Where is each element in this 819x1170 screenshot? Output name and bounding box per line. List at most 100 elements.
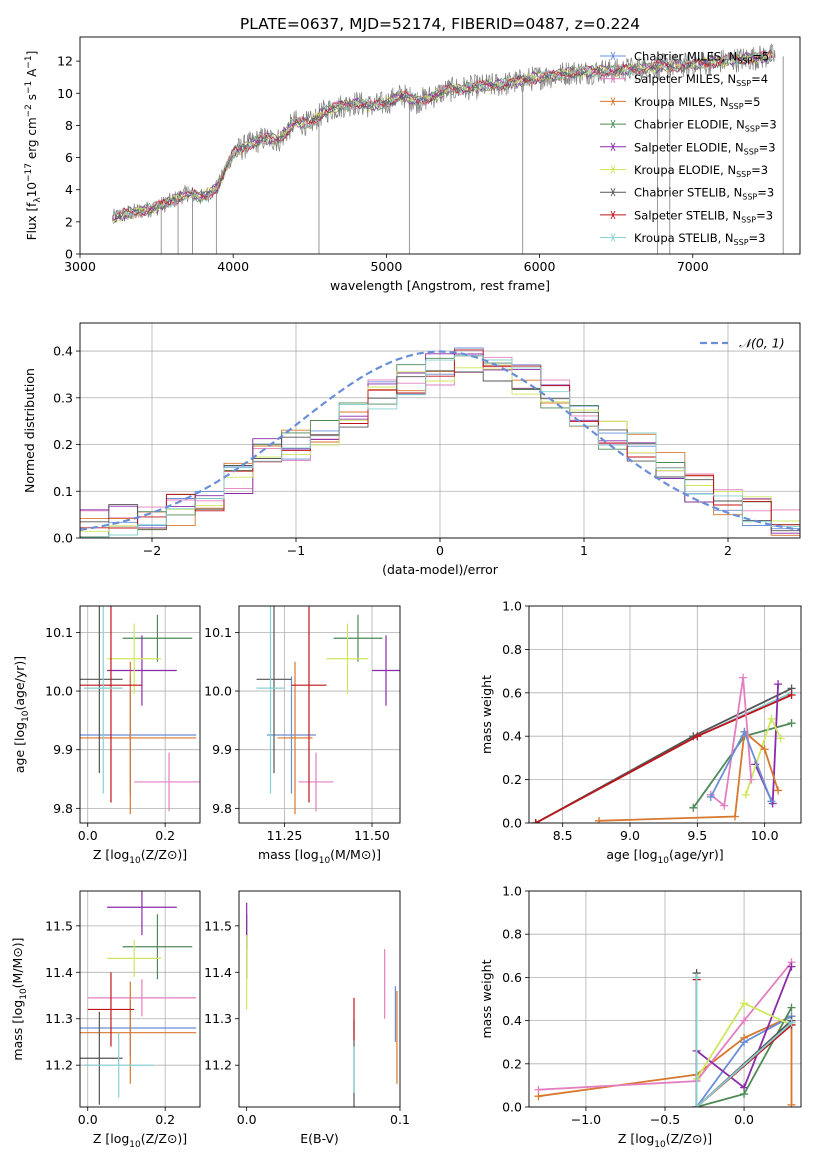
- errorbar-salpeter-miles: [87, 979, 197, 1017]
- y-tick-label: 0.8: [502, 927, 522, 942]
- series-point: [534, 1085, 543, 1094]
- errorbar-salpeter-stelib: [291, 606, 327, 803]
- y-tick-label: 1.0: [502, 599, 522, 614]
- series-point: [787, 1003, 796, 1012]
- x-axis-label: Z [log10(Z/Z⊙)]: [618, 1131, 712, 1150]
- y-tick-label: 0.0: [502, 1100, 522, 1115]
- x-tick-label: 0.0: [237, 1112, 257, 1127]
- legend-marker: [610, 165, 616, 174]
- legend-marker: [610, 97, 616, 106]
- x-axis-label: wavelength [Angstrom, rest frame]: [330, 278, 550, 293]
- legend-label: Chabrier ELODIE, NSSP=3: [634, 118, 777, 134]
- series-point: [692, 973, 701, 982]
- errorbar-chabrier-miles: [267, 676, 316, 794]
- x-tick-label: 10.0: [751, 828, 779, 843]
- axes-frame: [79, 322, 801, 539]
- y-tick-label: 0.0: [502, 816, 522, 831]
- errorbar-salpeter-elodie: [372, 635, 400, 706]
- legend-marker: [610, 119, 616, 129]
- x-tick-label: 0.0: [78, 828, 98, 843]
- legend-marker: [610, 233, 616, 242]
- x-tick-label: −1: [287, 543, 305, 558]
- series-point: [595, 816, 604, 823]
- y-tick-label: 0.2: [53, 437, 73, 452]
- errorbar-salpeter-elodie: [107, 635, 177, 706]
- mass_weight_vs_age-plot-area: [529, 606, 801, 823]
- residuals-plot-area: [80, 323, 800, 538]
- series-point: [740, 727, 749, 736]
- errorbar-chabrier-stelib: [256, 606, 292, 774]
- y-tick-label: 0.4: [502, 729, 522, 744]
- age_vs_Z-plot-area: [80, 606, 200, 823]
- x-tick-label: 2: [724, 543, 732, 558]
- x-tick-label: 4000: [217, 259, 249, 274]
- y-tick-label: 11.3: [204, 1011, 232, 1026]
- mass_weight_vs_Z-plot-area: [529, 891, 801, 1107]
- series-point: [741, 790, 750, 799]
- errorbar-salpeter-miles: [298, 752, 334, 812]
- series-point: [693, 732, 702, 741]
- series-point: [731, 812, 740, 821]
- series-line-kroupa-stelib: [695, 977, 793, 1107]
- errorbar-kroupa-miles: [80, 661, 197, 815]
- spectrum-legend: Chabrier MILES, NSSP=5 Salpeter MILES, NS…: [600, 50, 777, 247]
- axes-frame: [528, 605, 802, 824]
- series-point: [692, 1103, 701, 1107]
- errorbar-kroupa-elodie: [107, 623, 162, 694]
- legend-label: Kroupa STELIB, NSSP=3: [634, 231, 765, 247]
- model-line-salpeter-stelib: [112, 50, 773, 221]
- y-tick-label: 0.4: [53, 344, 73, 359]
- axes-frame: [238, 605, 401, 824]
- mass_vs_Z-plot-area: [80, 891, 200, 1107]
- errorbar-kroupa-stelib: [83, 1032, 154, 1098]
- y-tick-label: 9.8: [53, 801, 73, 816]
- y-tick-label: 10.1: [45, 625, 73, 640]
- x-tick-label: 8.5: [553, 828, 573, 843]
- x-axis-label: Z [log10(Z/Z⊙)]: [93, 847, 187, 866]
- series-point: [740, 999, 749, 1008]
- y-tick-label: 11.4: [204, 965, 232, 980]
- mass_vs_ebv-panel: 0.0 0.1 11.2 11.3 11.4 11.5 E(B-V): [204, 890, 410, 1146]
- y-tick-label: 0.6: [502, 685, 522, 700]
- axes-frame: [528, 890, 802, 1108]
- spectrum-plot-area: [111, 43, 784, 254]
- legend-label: Chabrier MILES, NSSP=5: [634, 50, 769, 66]
- axes-frame: [79, 605, 201, 824]
- series-point: [774, 786, 783, 795]
- y-tick-label: 9.9: [212, 742, 232, 757]
- errorbar-kroupa-stelib: [256, 606, 285, 794]
- x-axis-label: E(B-V): [300, 1131, 339, 1146]
- series-point: [776, 734, 785, 743]
- series-line-salpeter-miles: [538, 961, 793, 1091]
- x-tick-label: 1: [580, 543, 588, 558]
- series-point: [739, 673, 748, 682]
- spectrum-panel: 3000 4000 5000 6000 7000 0 2 4 6 8 10 12 wavelength …: [24, 36, 801, 293]
- mass_weight_vs_Z-panel: −1.0 −0.5 0.0 0.0 0.2 0.4 0.6 0.8 1.0 Z [log10(Z/…: [479, 884, 802, 1150]
- age_vs_mass-plot-area: [239, 606, 400, 823]
- series-point: [531, 819, 540, 823]
- y-tick-label: 12: [57, 54, 73, 69]
- y-tick-label: 0.1: [53, 484, 73, 499]
- x-axis-label: mass [log10(M/M⊙)]: [258, 847, 381, 866]
- y-tick-label: 10.0: [204, 684, 232, 699]
- errorbar-chabrier-stelib: [80, 606, 123, 774]
- x-tick-label: 6000: [524, 259, 556, 274]
- axes-frame: [238, 890, 401, 1108]
- mass_vs_ebv-plot-area: [246, 902, 398, 1107]
- x-tick-label: 0.1: [390, 1112, 410, 1127]
- legend-label: Salpeter MILES, NSSP=4: [634, 72, 768, 88]
- mass_weight_vs_age-panel: 8.5 9.0 9.5 10.0 0.0 0.2 0.4 0.6 0.8 1.0 age [log1…: [479, 599, 802, 866]
- residuals-panel: −2 −1 0 1 2 0.0 0.1 0.2 0.3 0.4 (data-model)/error…: [22, 322, 801, 577]
- y-tick-label: 11.5: [204, 918, 232, 933]
- normal-curve-line: [80, 350, 800, 531]
- x-tick-label: 9.0: [620, 828, 640, 843]
- y-axis-label: Flux [fλ10−17 erg cm−2 s−1 A−1]: [24, 51, 43, 241]
- series-point: [689, 803, 698, 812]
- x-axis-label: age [log10(age/yr)]: [606, 847, 723, 866]
- series-point: [787, 1100, 796, 1107]
- x-tick-label: 7000: [677, 259, 709, 274]
- x-tick-label: −2: [143, 543, 161, 558]
- legend-label: Salpeter ELODIE, NSSP=3: [634, 140, 776, 156]
- mass_vs_Z-panel: 0.0 0.2 11.2 11.3 11.4 11.5 Z [log10(Z/Z⊙)] mas…: [10, 890, 201, 1150]
- x-tick-label: 0.2: [155, 828, 175, 843]
